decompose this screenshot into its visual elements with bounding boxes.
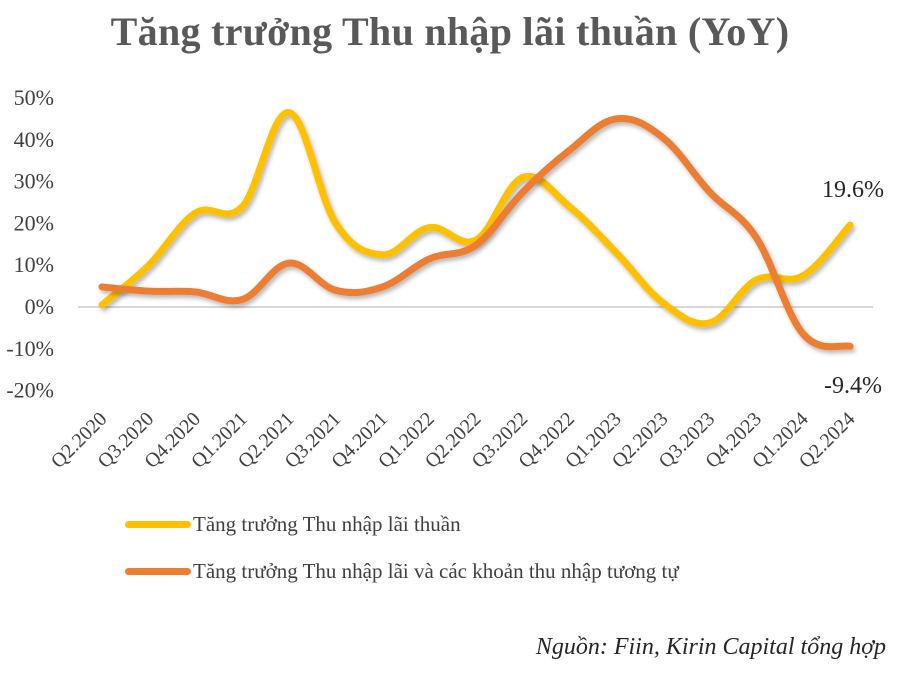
y-tick-label: -10%	[6, 336, 54, 361]
legend-label: Tăng trưởng Thu nhập lãi và các khoản th…	[193, 558, 679, 583]
legend-item-net-interest: Tăng trưởng Thu nhập lãi thuần	[125, 512, 679, 536]
y-tick-label: 10%	[14, 252, 54, 277]
legend-swatch-yellow	[125, 520, 191, 528]
chart-title: Tăng trưởng Thu nhập lãi thuần (YoY)	[110, 9, 790, 54]
source-note: Nguồn: Fiin, Kirin Capital tổng hợp	[535, 634, 886, 660]
y-tick-label: 0%	[25, 294, 54, 319]
x-axis: Q2.2020Q3.2020Q4.2020Q1.2021Q2.2021Q3.20…	[47, 408, 860, 473]
legend-item-interest-income: Tăng trưởng Thu nhập lãi và các khoản th…	[125, 559, 679, 583]
series-layer	[98, 109, 854, 351]
line-chart: 50% 40% 30% 20% 10% 0% -10% -20% Q2.2020Q3.2020…	[6, 85, 884, 473]
series-interest-income-line	[98, 115, 854, 351]
end-label-interest-income: -9.4%	[824, 373, 882, 399]
y-axis: 50% 40% 30% 20% 10% 0% -10% -20%	[6, 85, 54, 403]
series-net-interest-line	[98, 109, 854, 328]
y-tick-label: 40%	[14, 127, 54, 152]
legend: Tăng trưởng Thu nhập lãi thuần Tăng trưở…	[125, 512, 679, 606]
legend-label: Tăng trưởng Thu nhập lãi thuần	[193, 511, 461, 536]
end-label-net-interest: 19.6%	[822, 177, 884, 203]
y-tick-label: 30%	[14, 169, 54, 194]
y-tick-label: 50%	[14, 85, 54, 110]
y-tick-label: -20%	[6, 378, 54, 403]
y-tick-label: 20%	[14, 210, 54, 235]
legend-swatch-orange	[125, 567, 191, 575]
